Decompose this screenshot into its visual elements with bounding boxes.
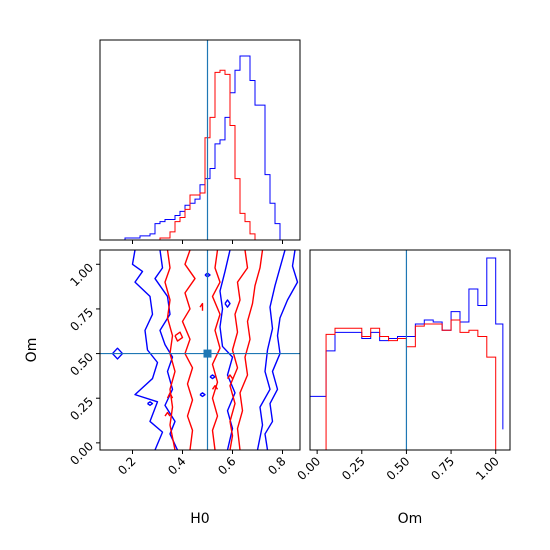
contour-line-11 xyxy=(209,374,216,380)
contour-line-17 xyxy=(174,331,184,342)
contour-line-4 xyxy=(256,250,286,450)
joint-x-tick-label: 0.8 xyxy=(265,454,288,477)
om-histogram-tick-label: 0.25 xyxy=(339,454,368,483)
joint-x-ticks: 0.2 0.4 0.6 0.8 xyxy=(115,450,289,478)
joint-y-tick-label: 0.25 xyxy=(67,394,96,423)
contour-line-8 xyxy=(224,299,231,308)
om-histogram-frame xyxy=(309,249,511,451)
om-histogram-tick-label: 0.75 xyxy=(428,454,457,483)
contour-line-12 xyxy=(164,250,176,450)
histogram-series-2 xyxy=(120,69,295,241)
contour-line-15 xyxy=(229,250,249,450)
om-histogram-content xyxy=(309,250,504,451)
h0-histogram-ticks xyxy=(132,240,283,244)
contour-line-3 xyxy=(219,250,236,450)
joint-contour-frame xyxy=(99,249,301,451)
om-histogram-panel: 0.00 0.25 0.50 0.75 1.00 Om xyxy=(294,249,511,527)
h0-axis-label: H0 xyxy=(190,511,209,527)
joint-y-tick-label: 0.00 xyxy=(67,439,96,468)
joint-contour-content xyxy=(100,250,300,450)
joint-x-tick-label: 0.2 xyxy=(115,454,138,477)
om-histogram-tick-label: 1.00 xyxy=(473,454,502,483)
contour-line-9 xyxy=(199,392,206,398)
om-histogram-background xyxy=(310,250,510,450)
contour-line-21 xyxy=(211,385,219,390)
h0-histogram-background xyxy=(100,40,300,240)
joint-y-tick-label: 0.75 xyxy=(67,305,96,334)
contour-lines xyxy=(100,250,300,450)
contour-line-20 xyxy=(164,411,171,417)
joint-y-tick-label: 1.00 xyxy=(67,261,96,290)
om-histogram-tick-label: 0.00 xyxy=(294,454,323,483)
contour-line-10 xyxy=(147,401,154,407)
h0-histogram-panel xyxy=(99,39,301,244)
contour-line-19 xyxy=(166,392,174,399)
contour-line-1 xyxy=(131,250,164,450)
h0-histogram-frame xyxy=(99,39,301,241)
histogram-series-2 xyxy=(310,319,503,451)
joint-y-ticks: 0.00 0.25 0.50 0.75 1.00 xyxy=(67,261,100,468)
contour-line-16 xyxy=(236,250,264,450)
joint-contour-panel: 0.2 0.4 0.6 0.8 0.00 0.25 0.50 0.75 1.00 H0 Om xyxy=(24,249,301,527)
contour-line-2 xyxy=(154,250,179,450)
joint-x-tick-label: 0.4 xyxy=(165,454,188,477)
joint-y-tick-label: 0.50 xyxy=(67,350,96,379)
om-histogram-xlabel: Om xyxy=(398,511,423,527)
om-histogram-ticks: 0.00 0.25 0.50 0.75 1.00 xyxy=(294,450,502,483)
h0-histogram-content xyxy=(120,40,295,241)
joint-contour-background xyxy=(100,250,300,450)
contour-line-7 xyxy=(204,272,211,278)
contour-line-14 xyxy=(211,250,221,450)
contour-line-18 xyxy=(199,302,204,311)
contour-line-13 xyxy=(181,250,196,450)
joint-truth-marker xyxy=(203,349,212,358)
contour-line-22 xyxy=(226,374,234,379)
joint-x-tick-label: 0.6 xyxy=(215,454,238,477)
om-axis-label: Om xyxy=(24,338,40,363)
om-histogram-tick-label: 0.50 xyxy=(384,454,413,483)
